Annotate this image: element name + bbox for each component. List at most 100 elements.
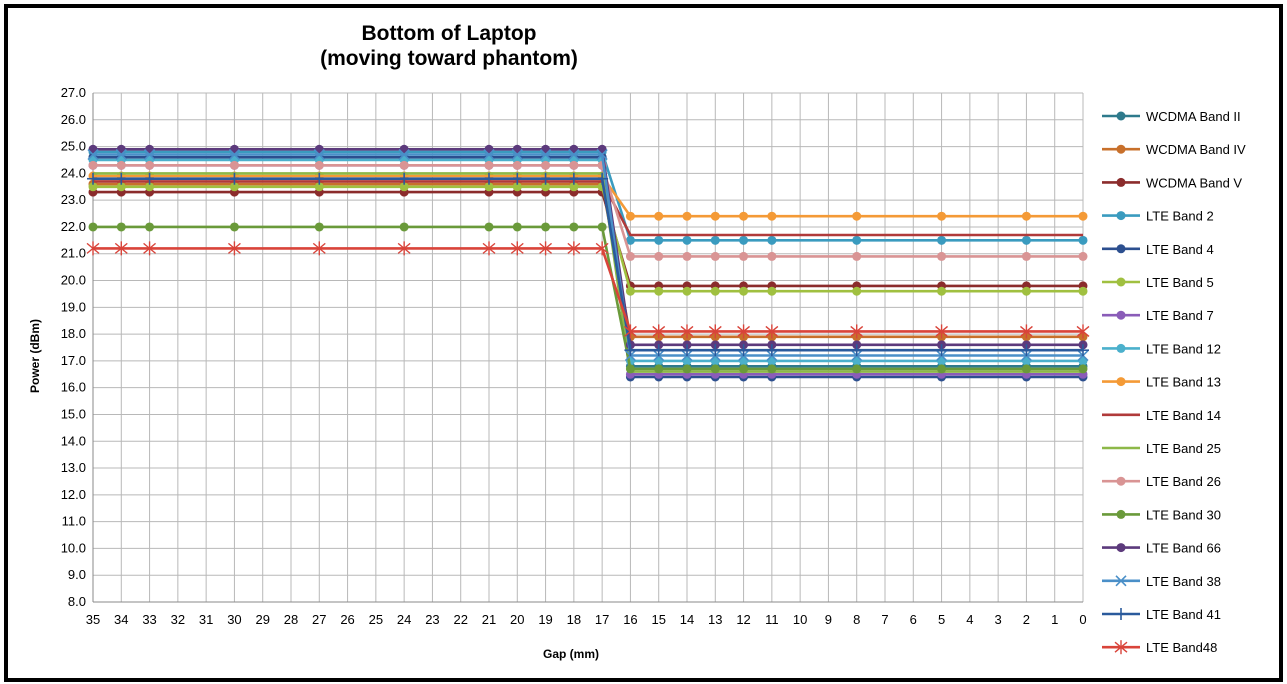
- data-point-stroke: [568, 149, 580, 161]
- x-tick-label: 11: [765, 612, 779, 627]
- x-tick-label: 34: [114, 612, 128, 627]
- x-tick-label: 3: [995, 612, 1002, 627]
- data-point: [682, 235, 692, 245]
- data-point: [625, 364, 635, 374]
- series-lte-band-26: [88, 160, 1088, 261]
- data-point-stroke: [1115, 575, 1127, 587]
- data-point: [541, 182, 551, 192]
- data-point: [1020, 344, 1033, 357]
- y-tick-label: 12.0: [61, 487, 86, 502]
- x-tick-label: 24: [397, 612, 411, 627]
- data-point: [623, 324, 637, 339]
- x-tick-label: 14: [680, 612, 694, 627]
- data-point: [652, 344, 665, 357]
- data-point: [739, 286, 749, 296]
- x-tick-label: 16: [623, 612, 637, 627]
- data-point: [710, 211, 720, 221]
- data-point: [937, 286, 947, 296]
- data-point: [767, 286, 777, 296]
- y-axis-label: Power (dBm): [28, 319, 42, 393]
- x-tick-label: 13: [708, 612, 722, 627]
- data-point: [229, 160, 239, 170]
- data-point: [143, 172, 156, 185]
- data-point: [682, 211, 692, 221]
- data-point: [511, 149, 523, 161]
- data-point: [312, 241, 326, 256]
- data-point-stroke: [144, 149, 156, 161]
- series-lte-band-38: [87, 149, 1089, 362]
- data-point: [1116, 211, 1126, 221]
- data-point: [682, 251, 692, 261]
- legend: WCDMA Band II WCDMA Band IV WCDMA Band V LT…: [1102, 109, 1246, 655]
- data-point: [625, 235, 635, 245]
- legend-label: LTE Band48: [1146, 640, 1217, 655]
- legend-label: LTE Band 4: [1146, 242, 1214, 257]
- data-point: [682, 364, 692, 374]
- series-line: [93, 177, 1083, 352]
- data-point: [767, 235, 777, 245]
- legend-label: LTE Band 41: [1146, 607, 1221, 622]
- data-point: [597, 222, 607, 232]
- data-point: [654, 286, 664, 296]
- legend-label: LTE Band 2: [1146, 209, 1214, 224]
- data-point: [541, 222, 551, 232]
- data-point: [709, 344, 722, 357]
- chart-frame: Bottom of Laptop (moving toward phantom)…: [4, 4, 1283, 682]
- data-point: [596, 172, 609, 185]
- data-point: [483, 149, 495, 161]
- y-tick-label: 17.0: [61, 353, 86, 368]
- data-point: [654, 235, 664, 245]
- data-point: [539, 172, 552, 185]
- data-point: [1116, 476, 1126, 486]
- series-lte-band-41: [87, 172, 1089, 357]
- data-point: [88, 182, 98, 192]
- data-point: [1116, 509, 1126, 519]
- grid: [92, 92, 1084, 603]
- x-tick-label: 29: [255, 612, 269, 627]
- y-tick-label: 18.0: [61, 326, 86, 341]
- data-point: [484, 222, 494, 232]
- data-point: [625, 251, 635, 261]
- data-point: [850, 324, 864, 339]
- data-point: [739, 251, 749, 261]
- y-tick-label: 23.0: [61, 192, 86, 207]
- data-point: [228, 149, 240, 161]
- data-point: [681, 344, 693, 357]
- data-point: [313, 149, 325, 161]
- data-point: [399, 182, 409, 192]
- legend-entry: LTE Band 7: [1102, 308, 1214, 323]
- y-tick-label: 25.0: [61, 139, 86, 154]
- data-point: [540, 149, 552, 161]
- data-point: [484, 182, 494, 192]
- series-lte-band-25: [93, 172, 1083, 373]
- legend-label: LTE Band 30: [1146, 507, 1221, 522]
- data-point: [654, 364, 664, 374]
- x-tick-label: 18: [567, 612, 581, 627]
- data-point: [652, 324, 666, 339]
- chart-subtitle: (moving toward phantom): [320, 47, 578, 70]
- data-point: [482, 241, 496, 256]
- legend-entry: LTE Band48: [1102, 640, 1217, 655]
- data-point: [229, 182, 239, 192]
- y-tick-label: 13.0: [61, 460, 86, 475]
- data-point: [399, 222, 409, 232]
- data-point: [398, 149, 410, 161]
- series-lte-band-30: [88, 222, 1088, 374]
- legend-label: WCDMA Band II: [1146, 109, 1241, 124]
- data-point: [144, 149, 156, 161]
- data-point: [765, 324, 779, 339]
- legend-label: LTE Band 12: [1146, 341, 1221, 356]
- data-point: [937, 251, 947, 261]
- data-point: [114, 241, 128, 256]
- data-point: [143, 241, 157, 256]
- data-point: [625, 211, 635, 221]
- data-point: [852, 251, 862, 261]
- data-point: [1078, 251, 1088, 261]
- x-tick-label: 7: [881, 612, 888, 627]
- data-point-stroke: [483, 149, 495, 161]
- legend-label: LTE Band 7: [1146, 308, 1214, 323]
- data-point: [483, 172, 495, 185]
- data-point: [739, 364, 749, 374]
- data-point: [680, 324, 694, 339]
- y-tick-label: 24.0: [61, 165, 86, 180]
